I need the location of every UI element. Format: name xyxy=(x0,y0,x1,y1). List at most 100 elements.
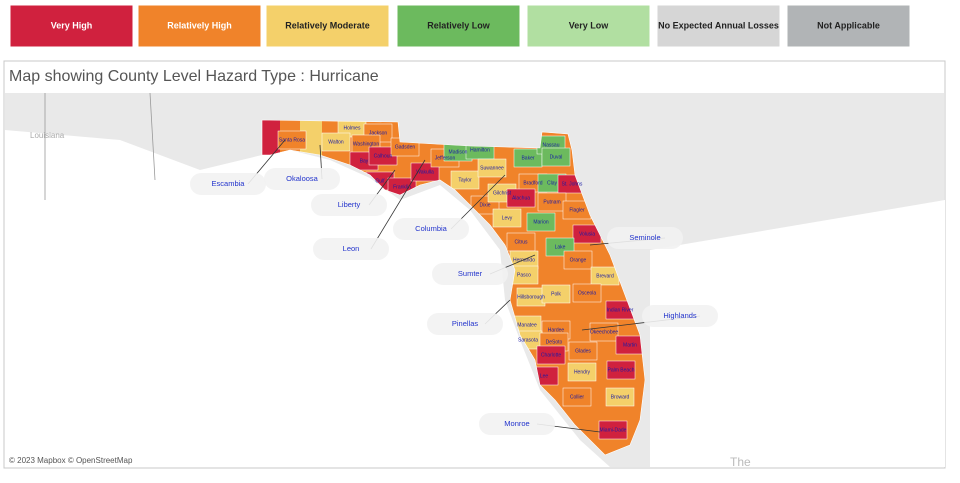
callout-pill xyxy=(393,218,469,240)
county-label: Hendry xyxy=(574,369,591,375)
county-label: Lake xyxy=(555,244,566,250)
county-label: Jackson xyxy=(369,130,388,136)
county-label: Wakulla xyxy=(416,169,434,175)
county-label: Okeechobee xyxy=(590,329,619,335)
county-label: Marion xyxy=(533,219,549,225)
county-label: Dixie xyxy=(479,202,490,208)
county-label: Bradford xyxy=(523,180,542,186)
state-border xyxy=(44,92,156,200)
gulf-water xyxy=(5,130,610,467)
legend-swatch xyxy=(265,4,390,48)
county xyxy=(563,250,593,270)
county-label: Clay xyxy=(547,180,558,186)
county-label: Palm Beach xyxy=(608,367,635,373)
county xyxy=(605,387,635,407)
county-label: Washington xyxy=(353,141,379,147)
county-label: St. Johns xyxy=(562,181,583,187)
map-title: Map showing County Level Hazard Type : H… xyxy=(9,68,379,85)
county-label: Gulf xyxy=(375,178,385,184)
callout-pill xyxy=(311,194,387,216)
county-label: Volusia xyxy=(579,231,595,237)
counties xyxy=(262,120,645,455)
attribution: © 2023 Mapbox © OpenStreetMap xyxy=(9,456,133,465)
county-escambia xyxy=(262,120,280,158)
county-label: Gilchrist xyxy=(493,190,512,196)
legend-label: Very Low xyxy=(569,20,610,30)
county-label: Flagler xyxy=(569,207,585,213)
callout-pill xyxy=(264,168,340,190)
callout-label: Sumter xyxy=(458,269,483,278)
county-label: Jefferson xyxy=(435,155,456,161)
callout-pill xyxy=(479,413,555,435)
legend-swatch xyxy=(656,4,781,48)
county-label: Osceola xyxy=(578,290,597,296)
county-label: Hamilton xyxy=(470,147,490,153)
legend-swatch xyxy=(526,4,651,48)
county-label: Suwannee xyxy=(480,165,504,171)
county-label: Lee xyxy=(540,373,549,379)
county-label: Hardee xyxy=(548,327,565,333)
county-label: Brevard xyxy=(596,273,614,279)
county-label: Nassau xyxy=(543,142,560,148)
county-label: Calhoun xyxy=(374,153,393,159)
county-label: Indian River xyxy=(607,307,634,313)
county-label: Gadsden xyxy=(395,144,416,150)
atlantic-water xyxy=(650,200,945,467)
county-label: Orange xyxy=(570,257,587,263)
county xyxy=(589,322,619,342)
callout-label: Pinellas xyxy=(452,319,479,328)
county-label: Polk xyxy=(551,291,561,297)
county-label: DeSoto xyxy=(546,339,563,345)
county-label: Bay xyxy=(360,158,369,164)
callout-pill xyxy=(190,173,266,195)
county xyxy=(277,130,307,150)
callout-pill xyxy=(642,305,718,327)
county-label: Collier xyxy=(570,394,585,400)
county-label: Baker xyxy=(521,155,534,161)
county xyxy=(492,208,522,228)
county-label: Sarasota xyxy=(518,337,538,343)
county xyxy=(541,147,571,167)
callout-line xyxy=(370,159,426,250)
county xyxy=(536,345,566,365)
county-label: Franklin xyxy=(393,184,411,190)
county-label: Madison xyxy=(449,149,468,155)
callout-label: Liberty xyxy=(338,200,361,209)
legend-label: Very High xyxy=(51,20,93,30)
county-label: Levy xyxy=(502,215,513,221)
callout-label: Columbia xyxy=(415,224,448,233)
county-label: Putnam xyxy=(543,199,560,205)
county xyxy=(598,420,628,440)
callout-label: Escambia xyxy=(212,179,246,188)
county-label: Pasco xyxy=(517,272,531,278)
region-label: Louisiana xyxy=(30,131,65,140)
legend-swatch xyxy=(396,4,521,48)
county-label: Walton xyxy=(328,139,344,145)
legend-label: Relatively Moderate xyxy=(285,20,370,30)
county-label: Hernando xyxy=(513,257,535,263)
legend-label: Not Applicable xyxy=(817,20,880,30)
county xyxy=(568,341,598,361)
county-label: Glades xyxy=(575,348,591,354)
county-label: Santa Rosa xyxy=(279,137,305,143)
legend-label: Relatively High xyxy=(167,20,232,30)
county xyxy=(606,360,636,380)
county xyxy=(321,132,351,152)
county xyxy=(541,284,571,304)
county xyxy=(567,362,597,382)
callout-label: Okaloosa xyxy=(286,174,319,183)
county xyxy=(506,188,536,208)
county xyxy=(450,170,480,190)
county xyxy=(410,162,440,182)
legend-swatch xyxy=(786,4,911,48)
county xyxy=(477,158,507,178)
callout-label: Highlands xyxy=(663,311,697,320)
callout-pill xyxy=(313,238,389,260)
legend-swatch xyxy=(137,4,262,48)
county-label: Taylor xyxy=(458,177,472,183)
corner-label: The xyxy=(730,455,751,469)
county-label: Holmes xyxy=(344,125,361,131)
county xyxy=(562,387,592,407)
